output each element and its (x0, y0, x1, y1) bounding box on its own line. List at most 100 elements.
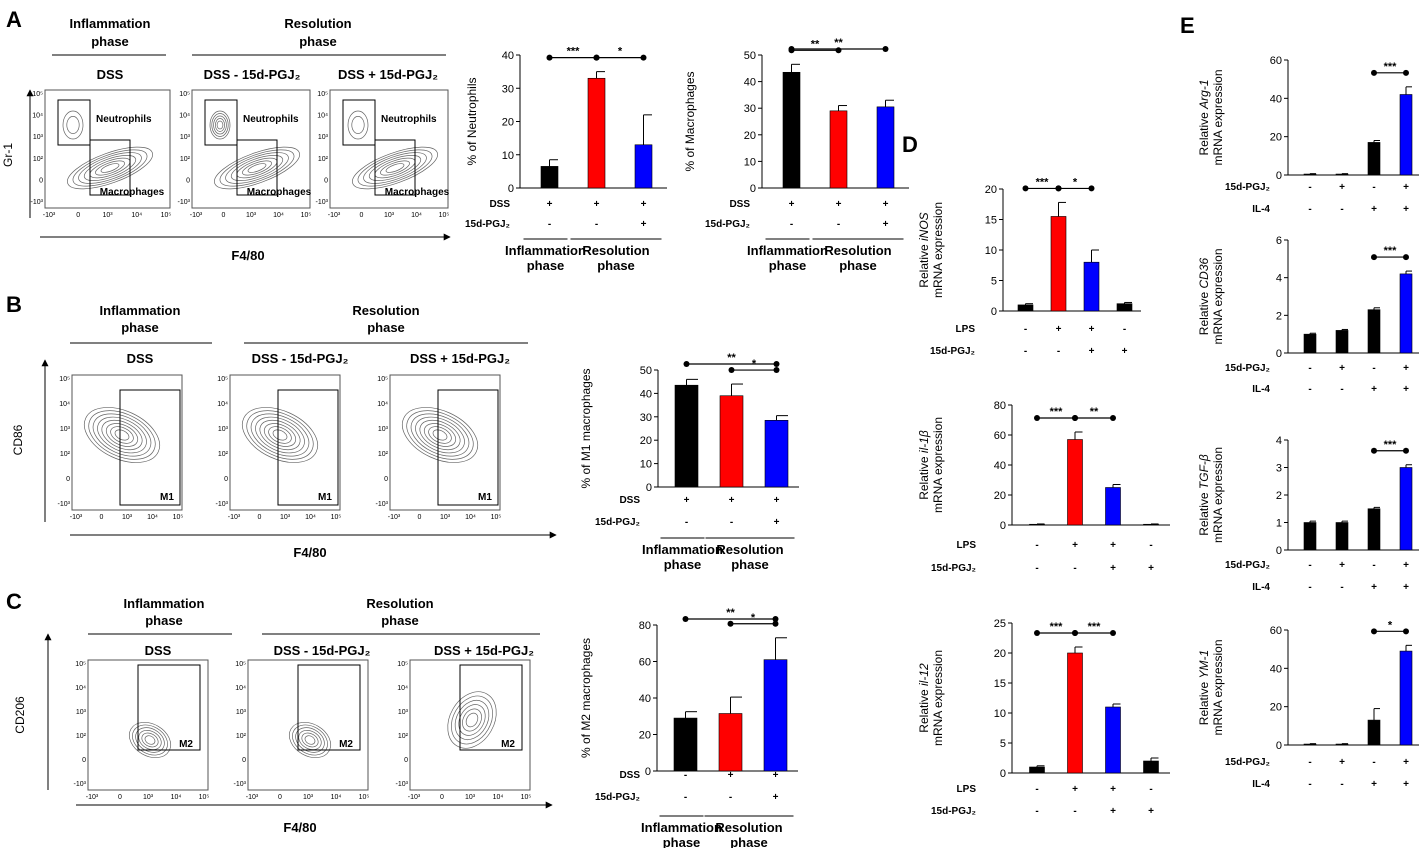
sample-label: DSS - 15d-PGJ₂ (252, 351, 349, 366)
y-tick-label: 10² (180, 156, 191, 163)
contour-line (255, 416, 305, 454)
x-axis-label: F4/80 (231, 248, 264, 263)
contour-line (141, 732, 159, 748)
x-tick-label: 10⁵ (491, 514, 502, 521)
contour-line (213, 115, 227, 135)
y-tick-label: 10² (60, 451, 71, 458)
contour-line (214, 146, 300, 190)
phase-label: Resolution (716, 542, 783, 557)
condition-cell: - (790, 219, 793, 230)
flow-plot-frame (329, 89, 449, 209)
y-tick-label: -10³ (31, 199, 44, 206)
condition-cell: + (773, 792, 779, 803)
y-tick-label: 3 (1276, 463, 1282, 475)
y-tick-label: 10³ (318, 134, 329, 141)
x-tick-label: -10³ (408, 794, 421, 801)
condition-cell: + (1056, 324, 1062, 335)
condition-cell: - (1149, 540, 1152, 551)
bar (1017, 304, 1034, 312)
contour-line (263, 423, 297, 447)
contour-line (219, 149, 295, 187)
sig-bracket-end (1371, 254, 1377, 261)
sample-label: DSS + 15d-PGJ₂ (410, 351, 510, 366)
y-tick-label: 10⁴ (217, 401, 228, 408)
condition-cell: + (1339, 560, 1345, 571)
flow-plot-frame (229, 374, 341, 511)
sig-label: * (752, 358, 757, 370)
gate-label: M2 (179, 739, 193, 750)
sig-bracket-end (1022, 185, 1029, 192)
sample-label: DSS + 15d-PGJ₂ (434, 643, 534, 658)
y-tick-label: 20 (994, 648, 1006, 660)
condition-label: LPS (957, 540, 977, 551)
x-tick-label: -10³ (328, 212, 341, 219)
bar (1067, 439, 1083, 526)
y-tick-label: 0 (750, 183, 756, 195)
phase-title-inflammation-sub: phase (91, 34, 129, 49)
contour-line (292, 724, 328, 756)
condition-cell: + (1403, 182, 1409, 193)
gate-label: Neutrophils (243, 114, 299, 125)
y-tick-label: 60 (1270, 625, 1282, 637)
gate-box (297, 664, 361, 751)
y-tick-label: 10⁵ (179, 91, 190, 98)
condition-label: IL-4 (1252, 204, 1270, 215)
x-tick-label: 0 (258, 514, 262, 521)
condition-cell: + (1403, 779, 1409, 790)
condition-cell: - (1057, 346, 1060, 357)
flow-panel-c: Inflammation phase Resolution phase DSS … (13, 596, 553, 835)
x-tick-label: -10³ (228, 514, 241, 521)
phase-title-resolution: Resolution (366, 596, 433, 611)
bar (1105, 487, 1121, 526)
condition-cell: - (1035, 806, 1038, 817)
contour-line (402, 407, 478, 463)
condition-cell: - (1308, 182, 1311, 193)
contour-line (419, 419, 461, 451)
condition-cell: - (1073, 563, 1076, 574)
condition-label: DSS (489, 199, 510, 210)
x-tick-label: 10³ (384, 212, 395, 219)
sig-bracket-end (772, 620, 779, 627)
sig-label: *** (1088, 621, 1102, 633)
condition-cell: - (1372, 182, 1375, 193)
y-axis-label: Relative Arg-1 (1197, 79, 1211, 155)
condition-cell: - (1372, 363, 1375, 374)
x-tick-label: 0 (222, 212, 226, 219)
contour-line (230, 155, 284, 181)
condition-label: 15d-PGJ₂ (1225, 757, 1270, 768)
sample-label: DSS - 15d-PGJ₂ (274, 643, 371, 658)
condition-cell: + (1089, 346, 1095, 357)
y-tick-label: 10⁵ (397, 661, 408, 668)
gate-box (342, 99, 376, 146)
x-tick-label: 10⁵ (521, 794, 532, 801)
y-tick-label: 0 (66, 476, 70, 483)
condition-cell: + (1403, 757, 1409, 768)
y-axis-label: mRNA expression (931, 202, 945, 298)
y-tick-label: 0 (645, 766, 651, 778)
sig-bracket-end (640, 54, 647, 61)
condition-cell: - (1340, 779, 1343, 790)
phase-label: Inflammation (505, 243, 586, 258)
flow-plot-frame (191, 89, 311, 209)
condition-cell: + (789, 199, 795, 210)
phase-label-sub: phase (730, 835, 768, 848)
y-tick-label: 20 (1270, 702, 1282, 714)
y-tick-label: 0 (404, 757, 408, 764)
bar (718, 713, 743, 772)
x-tick-label: -10³ (86, 794, 99, 801)
gate-box (137, 664, 201, 751)
y-tick-label: 10² (236, 733, 247, 740)
condition-cell: - (1308, 560, 1311, 571)
sig-bracket-end (1371, 447, 1377, 454)
condition-cell: + (729, 495, 735, 506)
condition-cell: + (1339, 757, 1345, 768)
condition-cell: - (1308, 204, 1311, 215)
condition-label: 15d-PGJ₂ (1225, 363, 1270, 374)
y-tick-label: 0 (39, 177, 43, 184)
y-tick-label: 40 (1270, 663, 1282, 675)
sig-bracket-end (1055, 185, 1062, 192)
condition-cell: + (1072, 540, 1078, 551)
condition-label: 15d-PGJ₂ (595, 792, 640, 803)
